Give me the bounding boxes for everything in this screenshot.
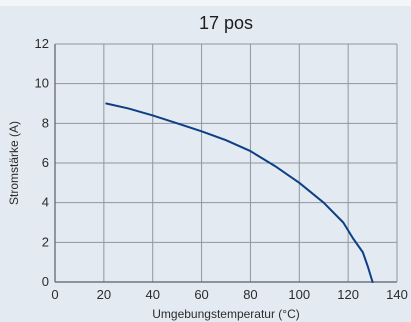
y-tick-label: 8 [42,115,49,130]
series-line [105,102,374,283]
y-axis-label: Stromstärke (A) [7,121,21,205]
axes [54,43,398,283]
x-tick-label: 60 [194,287,208,302]
y-tick-label: 10 [35,76,49,91]
x-tick-label: 40 [145,287,159,302]
top-strip [0,0,411,6]
x-axis-label: Umgebungstemperatur (°C) [152,307,300,321]
y-tick-label: 0 [42,274,49,289]
x-tick-label: 140 [386,287,408,302]
y-tick-label: 4 [42,195,49,210]
x-tick-label: 100 [288,287,310,302]
x-tick-label: 20 [97,287,111,302]
y-tick-label: 2 [42,234,49,249]
tick-labels: 0 20 40 60 80 100 120 140 0 2 4 6 8 10 12 [35,36,408,302]
x-tick-label: 120 [337,287,359,302]
x-tick-label: 80 [243,287,257,302]
x-tick-label: 0 [51,287,58,302]
y-tick-label: 12 [35,36,49,51]
y-tick-label: 6 [42,155,49,170]
chart-title: 17 pos [199,13,253,33]
series-group [105,102,374,283]
